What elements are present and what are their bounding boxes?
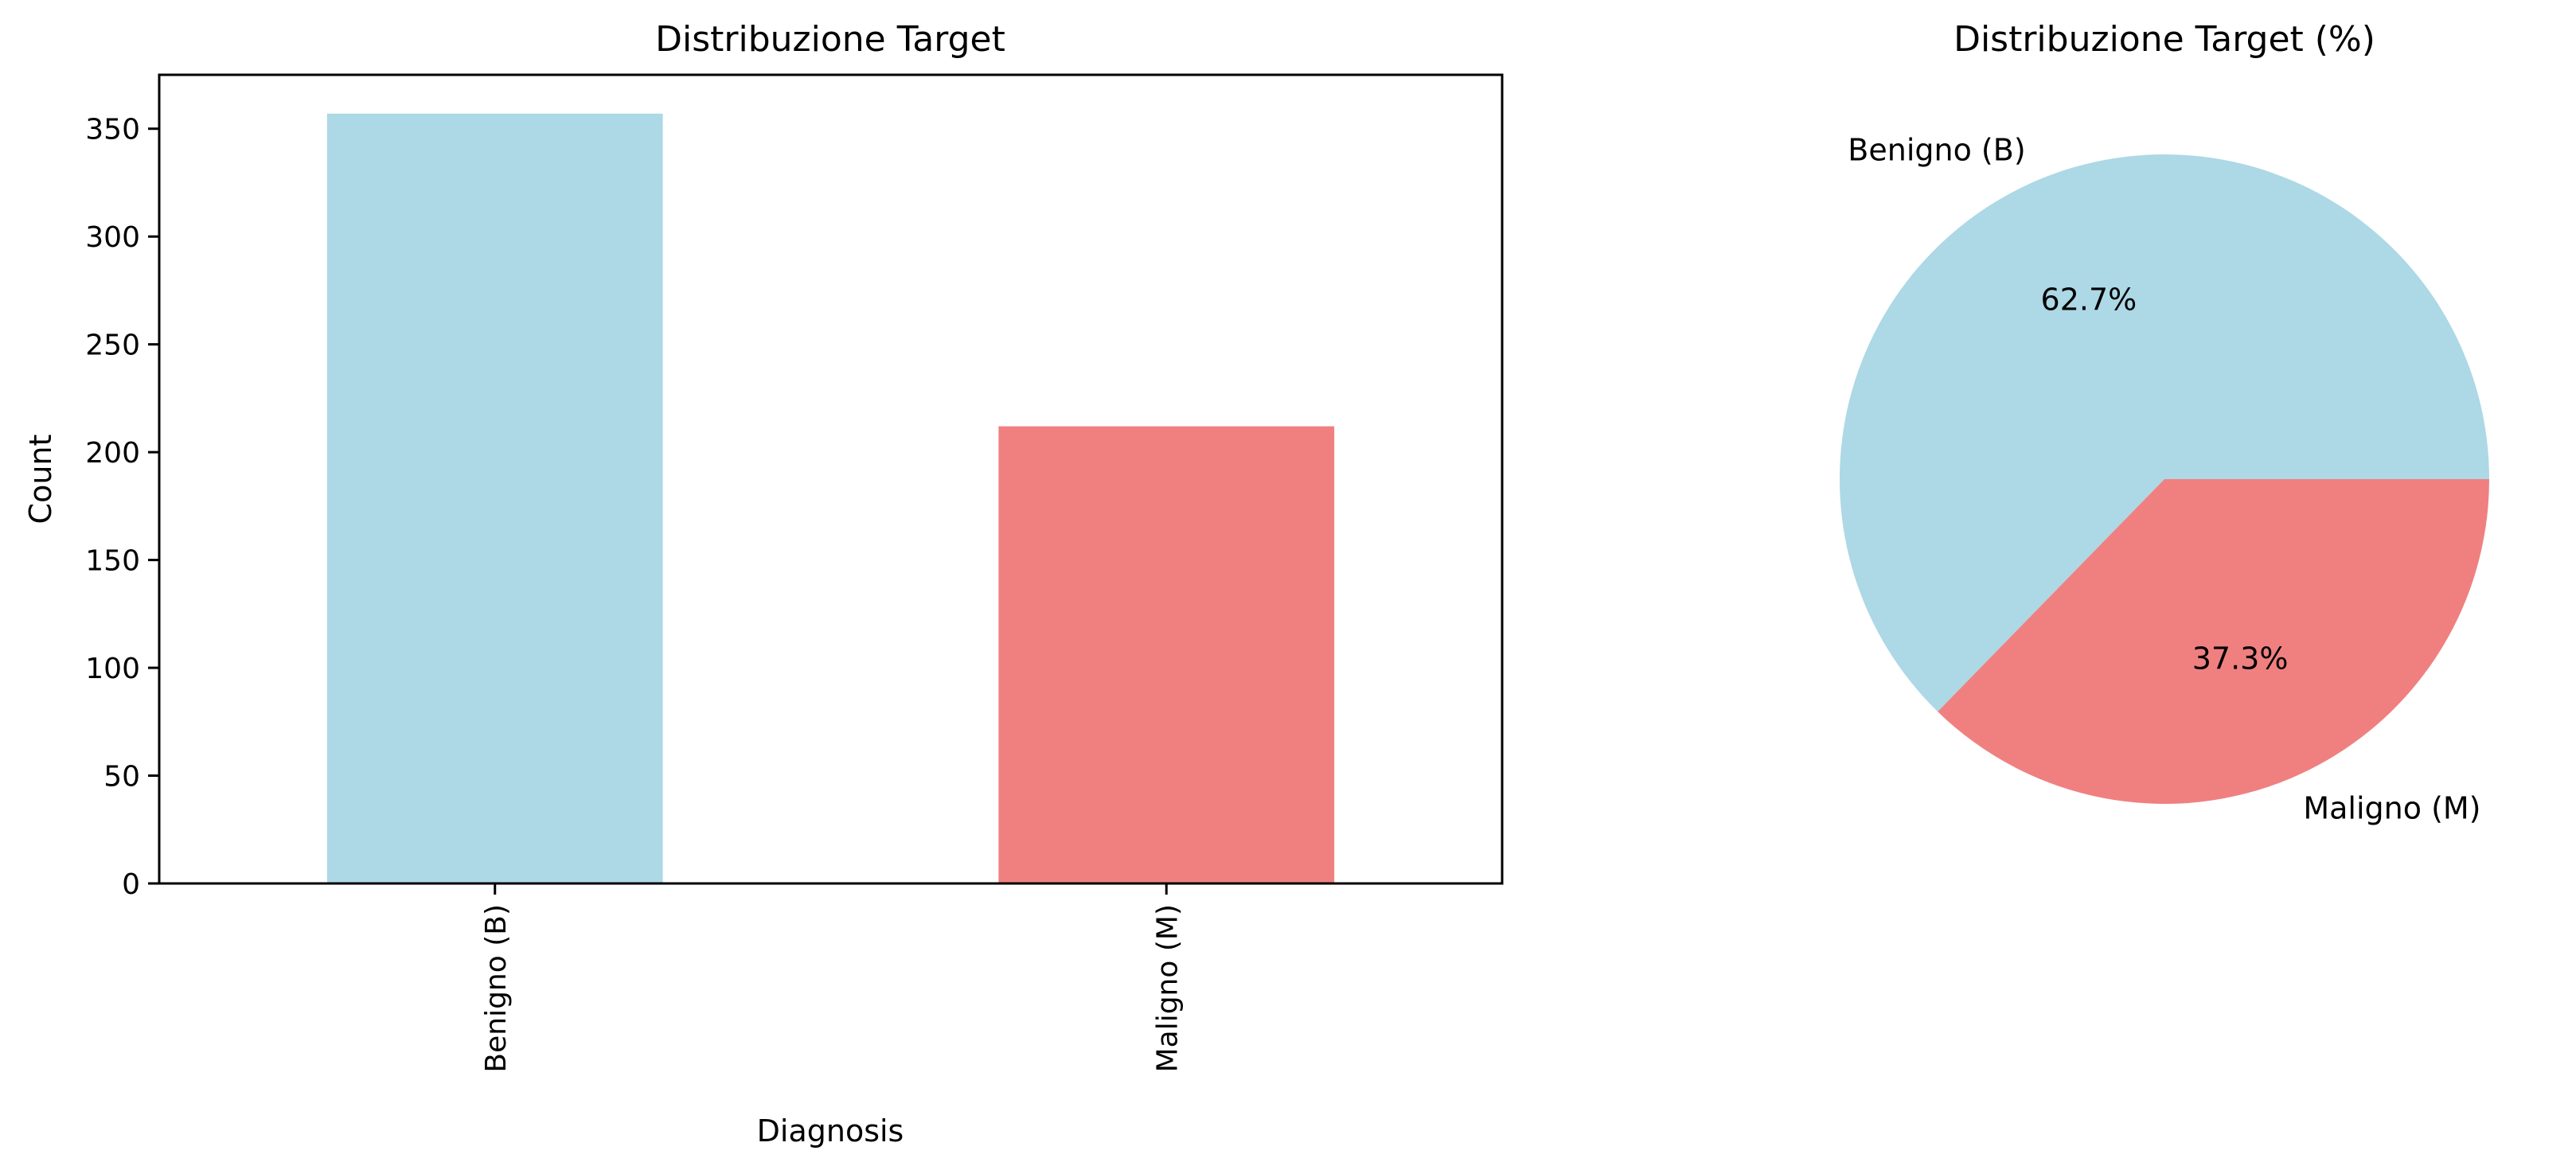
x-tick-label: Maligno (M) <box>1151 904 1184 1072</box>
bar-marks <box>326 113 1335 883</box>
pie-slice-label: Maligno (M) <box>2303 791 2480 826</box>
pie-marks: Benigno (B) 62.7% Maligno (M) 37.3% <box>1840 132 2489 826</box>
bar-chart-title: Distribuzione Target <box>655 19 1005 60</box>
y-tick-label: 200 <box>85 437 140 470</box>
y-tick-label: 150 <box>85 545 140 578</box>
y-tick-label: 300 <box>85 221 140 254</box>
pie-percent-label: 37.3% <box>2192 641 2289 677</box>
pie-percent-label: 62.7% <box>2041 282 2137 317</box>
y-tick-label: 350 <box>85 114 140 146</box>
pie-chart: Distribuzione Target (%) Benigno (B) 62.7… <box>1840 19 2489 826</box>
y-tick-label: 100 <box>85 653 140 685</box>
pie-slice-1 <box>1938 479 2489 805</box>
bar-0 <box>326 113 663 883</box>
y-tick-label: 50 <box>103 761 140 794</box>
bar-plot-frame <box>158 73 1504 885</box>
y-axis-label: Count <box>23 435 58 525</box>
x-axis-label: Diagnosis <box>757 1113 904 1148</box>
y-tick-label: 250 <box>85 330 140 362</box>
y-axis-ticks: 0 50 100 150 200 250 300 350 <box>85 114 159 901</box>
pie-slice-label: Benigno (B) <box>1848 132 2025 167</box>
y-tick-label: 0 <box>122 868 140 901</box>
x-tick-label: Benigno (B) <box>480 904 513 1073</box>
pie-chart-title: Distribuzione Target (%) <box>1953 19 2375 60</box>
x-axis-ticks: Benigno (B) Maligno (M) <box>480 883 1184 1073</box>
pie-slice-0 <box>1840 154 2489 712</box>
bar-chart: Distribuzione Target 0 50 100 150 200 250 300 3… <box>23 19 1504 1148</box>
bar-1 <box>998 426 1335 883</box>
